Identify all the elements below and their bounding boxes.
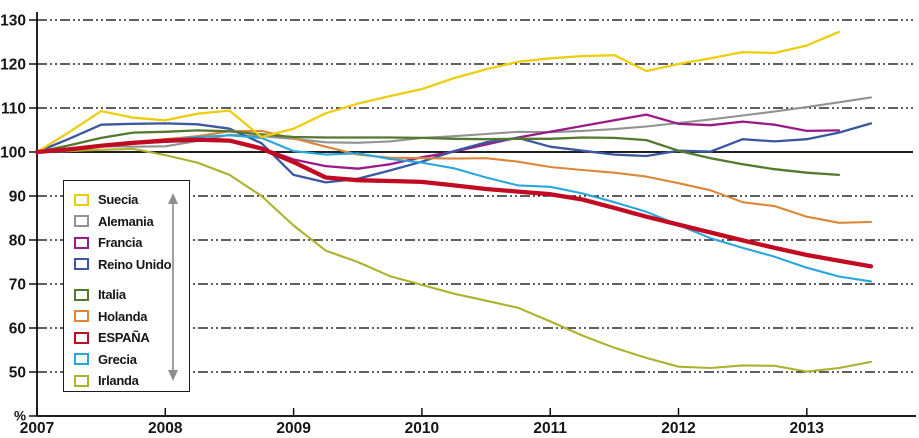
legend-item-label: Reino Unido (98, 256, 172, 272)
legend-item-label: Alemania (98, 213, 154, 229)
legend-item-label: ESPAÑA (98, 330, 150, 346)
legend-swatch-icon (74, 258, 89, 271)
legend-swatch-icon (74, 288, 89, 301)
legend-swatch-icon (74, 215, 89, 228)
x-tick-label: 2010 (405, 420, 439, 437)
legend-swatch-icon (74, 236, 89, 249)
legend-item-label: Francia (98, 235, 143, 251)
x-tick-label: 2008 (148, 420, 183, 437)
series-line-reino-unido (35, 122, 873, 184)
y-tick-label: 130 (0, 13, 26, 30)
series-line-alemania (35, 96, 873, 154)
legend-item-reino-unido: Reino Unido (74, 254, 189, 276)
y-tick-label: 70 (9, 277, 26, 294)
legend-item-grecia: Grecia (74, 349, 189, 371)
x-tick-label: 2011 (533, 420, 567, 437)
y-tick-label: 90 (9, 189, 26, 206)
y-tick-label: 80 (9, 233, 26, 250)
percent-axis-label: % (14, 408, 26, 423)
legend-item-label: Suecia (98, 192, 139, 208)
legend-item-label: Irlanda (98, 373, 139, 389)
series-line-suecia (35, 30, 841, 154)
legend-order-arrow-icon (168, 193, 178, 381)
legend-swatch-icon (74, 310, 89, 323)
legend-item-italia: Italia (74, 284, 189, 306)
legend-item-label: Italia (98, 287, 126, 303)
legend-item-suecia: Suecia (74, 189, 189, 211)
y-tick-label: 120 (0, 57, 26, 74)
legend-item-españa: ESPAÑA (74, 327, 189, 349)
y-tick-label: 110 (1, 101, 26, 118)
legend-swatch-icon (74, 193, 89, 206)
y-tick-label: 60 (9, 321, 26, 338)
y-tick-label: 100 (0, 145, 26, 162)
legend-item-alemania: Alemania (74, 211, 189, 233)
legend-swatch-icon (74, 374, 89, 387)
series-line-italia (35, 129, 841, 177)
legend-item-irlanda: Irlanda (74, 370, 189, 392)
series-line-españa (34, 137, 874, 269)
legend-swatch-icon (74, 331, 89, 344)
legend-item-label: Holanda (98, 308, 148, 324)
legend-item-label: Grecia (98, 351, 137, 367)
x-tick-label: 2012 (661, 420, 695, 437)
legend-item-francia: Francia (74, 232, 189, 254)
y-tick-label: 50 (9, 365, 26, 382)
legend-item-holanda: Holanda (74, 306, 189, 328)
x-tick-label: 2013 (790, 420, 825, 437)
series-line-irlanda (35, 147, 873, 373)
x-tick-label: 2007 (20, 420, 54, 437)
x-tick-label: 2009 (276, 420, 311, 437)
chart-legend: Suecia Alemania Francia Reino Unido Italia Ho… (63, 180, 190, 392)
legend-swatch-icon (74, 353, 89, 366)
